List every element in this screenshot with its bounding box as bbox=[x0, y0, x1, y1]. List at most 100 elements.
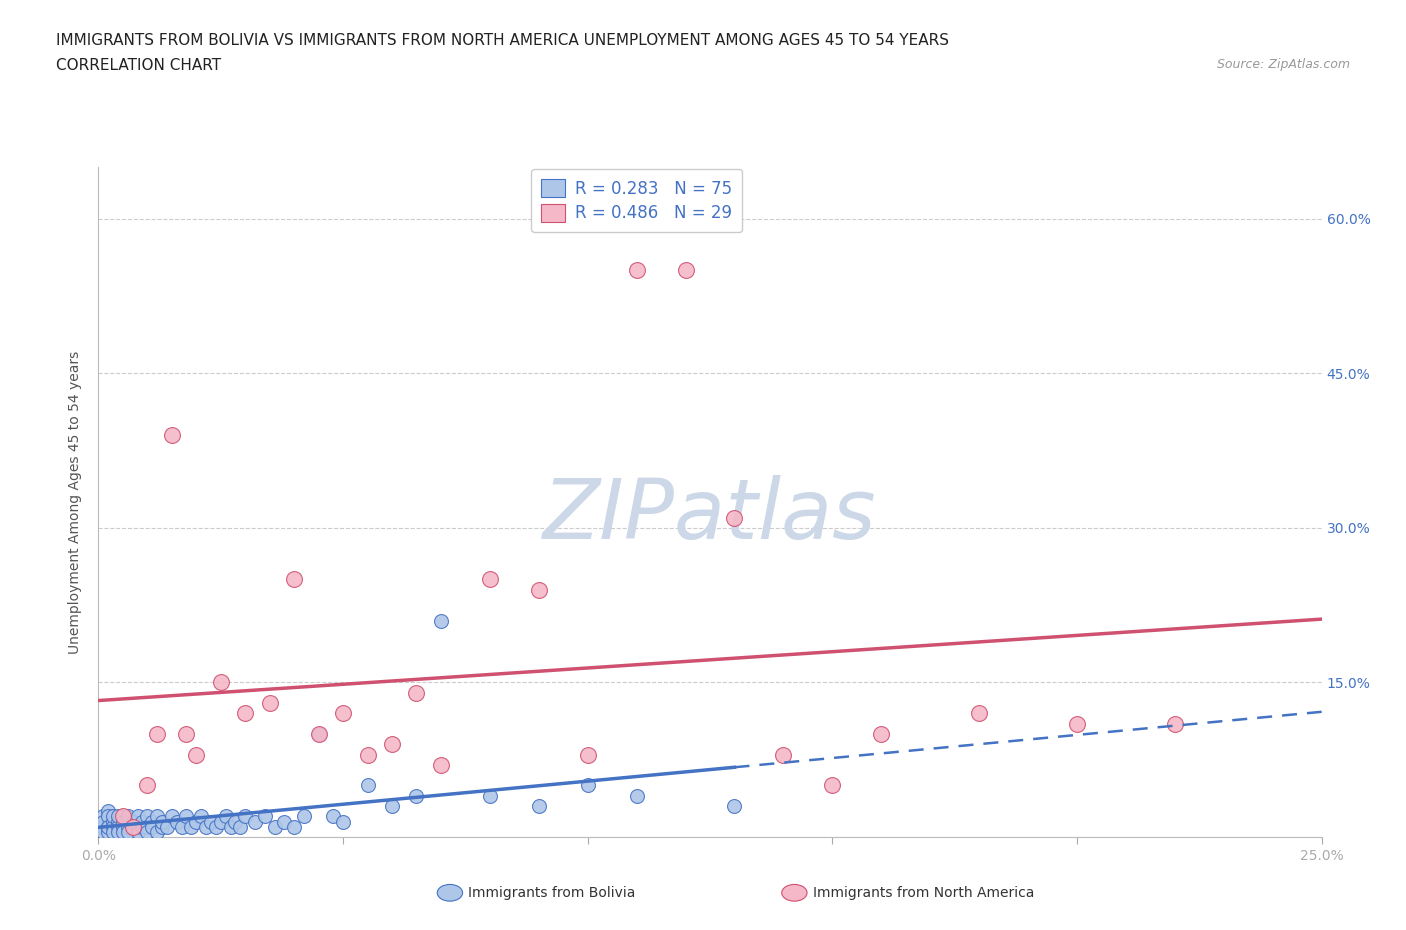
Text: CORRELATION CHART: CORRELATION CHART bbox=[56, 58, 221, 73]
Point bbox=[626, 789, 648, 804]
Point bbox=[772, 747, 794, 762]
Point bbox=[97, 804, 120, 818]
Point bbox=[160, 428, 183, 443]
Point bbox=[190, 809, 212, 824]
Point bbox=[97, 824, 120, 839]
Point bbox=[97, 819, 120, 834]
Text: Source: ZipAtlas.com: Source: ZipAtlas.com bbox=[1216, 58, 1350, 71]
Point bbox=[430, 757, 453, 772]
Point bbox=[186, 747, 208, 762]
Point bbox=[200, 814, 222, 829]
Point bbox=[91, 814, 114, 829]
Point bbox=[107, 824, 129, 839]
Point bbox=[131, 814, 153, 829]
Point bbox=[136, 778, 159, 793]
Point bbox=[967, 706, 990, 721]
Point bbox=[195, 819, 218, 834]
Point bbox=[381, 799, 404, 814]
Point bbox=[626, 263, 648, 278]
Point bbox=[1066, 716, 1088, 731]
Point bbox=[253, 809, 276, 824]
Point bbox=[224, 814, 246, 829]
Point bbox=[214, 809, 236, 824]
Point bbox=[136, 809, 159, 824]
Point bbox=[405, 789, 427, 804]
Point bbox=[101, 809, 124, 824]
Text: Immigrants from North America: Immigrants from North America bbox=[813, 885, 1033, 900]
Point bbox=[723, 799, 745, 814]
Point bbox=[229, 819, 252, 834]
Point bbox=[111, 809, 134, 824]
Point bbox=[91, 809, 114, 824]
Point bbox=[146, 809, 169, 824]
Point bbox=[117, 824, 139, 839]
Point bbox=[308, 726, 330, 741]
Point bbox=[156, 819, 179, 834]
Point bbox=[527, 582, 550, 597]
Point bbox=[91, 824, 114, 839]
Point bbox=[205, 819, 228, 834]
Point bbox=[1164, 716, 1187, 731]
Point bbox=[675, 263, 697, 278]
Point bbox=[356, 747, 378, 762]
Point bbox=[87, 819, 110, 834]
Point bbox=[176, 726, 198, 741]
Point bbox=[97, 819, 120, 834]
Point bbox=[127, 809, 149, 824]
Point bbox=[292, 809, 315, 824]
Point bbox=[146, 824, 169, 839]
Point bbox=[209, 814, 232, 829]
Point bbox=[101, 814, 124, 829]
Point bbox=[136, 819, 159, 834]
Text: ZIPatlas: ZIPatlas bbox=[543, 475, 877, 556]
Point bbox=[176, 809, 198, 824]
Text: Immigrants from Bolivia: Immigrants from Bolivia bbox=[468, 885, 636, 900]
Point bbox=[308, 726, 330, 741]
Point bbox=[166, 814, 188, 829]
Point bbox=[101, 824, 124, 839]
Point bbox=[121, 819, 143, 834]
Y-axis label: Unemployment Among Ages 45 to 54 years: Unemployment Among Ages 45 to 54 years bbox=[69, 351, 83, 654]
Point bbox=[111, 814, 134, 829]
Point bbox=[121, 814, 143, 829]
Point bbox=[233, 706, 256, 721]
Point bbox=[478, 789, 501, 804]
Point bbox=[107, 819, 129, 834]
Point bbox=[430, 613, 453, 628]
Point bbox=[870, 726, 893, 741]
Point bbox=[821, 778, 844, 793]
Point bbox=[146, 726, 169, 741]
Point bbox=[381, 737, 404, 751]
Point bbox=[283, 819, 305, 834]
Point bbox=[332, 814, 354, 829]
Point bbox=[576, 747, 599, 762]
Point bbox=[263, 819, 285, 834]
Point bbox=[283, 572, 305, 587]
Point bbox=[723, 511, 745, 525]
Point bbox=[219, 819, 242, 834]
Point bbox=[405, 685, 427, 700]
Point bbox=[150, 819, 173, 834]
Point bbox=[127, 819, 149, 834]
Point bbox=[160, 809, 183, 824]
Point bbox=[356, 778, 378, 793]
Point bbox=[243, 814, 266, 829]
Point bbox=[150, 814, 173, 829]
Point bbox=[121, 819, 143, 834]
Point bbox=[170, 819, 193, 834]
Point bbox=[136, 824, 159, 839]
Point bbox=[131, 819, 153, 834]
Point bbox=[273, 814, 295, 829]
Legend: R = 0.283   N = 75, R = 0.486   N = 29: R = 0.283 N = 75, R = 0.486 N = 29 bbox=[531, 169, 742, 232]
Point bbox=[117, 809, 139, 824]
Point bbox=[478, 572, 501, 587]
Point bbox=[209, 675, 232, 690]
Point bbox=[111, 819, 134, 834]
Point bbox=[107, 814, 129, 829]
Point bbox=[332, 706, 354, 721]
Point bbox=[527, 799, 550, 814]
Point bbox=[186, 814, 208, 829]
Point bbox=[91, 819, 114, 834]
Point bbox=[576, 778, 599, 793]
Point bbox=[117, 819, 139, 834]
